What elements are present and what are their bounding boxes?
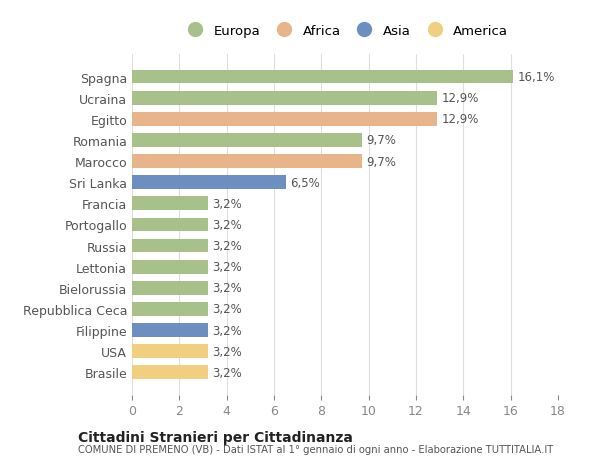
Text: 3,2%: 3,2% — [212, 303, 242, 316]
Text: 3,2%: 3,2% — [212, 366, 242, 379]
Bar — [132, 155, 362, 168]
Bar — [132, 345, 208, 358]
Bar — [132, 92, 437, 105]
Text: 3,2%: 3,2% — [212, 324, 242, 337]
Bar — [132, 239, 208, 253]
Text: 16,1%: 16,1% — [518, 71, 555, 84]
Text: 9,7%: 9,7% — [366, 134, 396, 147]
Bar — [132, 134, 362, 147]
Text: COMUNE DI PREMENO (VB) - Dati ISTAT al 1° gennaio di ogni anno - Elaborazione TU: COMUNE DI PREMENO (VB) - Dati ISTAT al 1… — [78, 444, 553, 454]
Text: 3,2%: 3,2% — [212, 261, 242, 274]
Text: 3,2%: 3,2% — [212, 345, 242, 358]
Bar — [132, 218, 208, 232]
Text: 9,7%: 9,7% — [366, 155, 396, 168]
Text: 3,2%: 3,2% — [212, 240, 242, 252]
Text: 6,5%: 6,5% — [290, 176, 320, 189]
Text: 3,2%: 3,2% — [212, 282, 242, 295]
Bar — [132, 260, 208, 274]
Bar — [132, 281, 208, 295]
Text: 3,2%: 3,2% — [212, 197, 242, 210]
Legend: Europa, Africa, Asia, America: Europa, Africa, Asia, America — [178, 21, 512, 42]
Bar — [132, 176, 286, 190]
Text: 3,2%: 3,2% — [212, 218, 242, 231]
Bar — [132, 112, 437, 126]
Text: 12,9%: 12,9% — [442, 113, 479, 126]
Bar — [132, 197, 208, 211]
Text: 12,9%: 12,9% — [442, 92, 479, 105]
Bar — [132, 366, 208, 379]
Bar — [132, 71, 513, 84]
Text: Cittadini Stranieri per Cittadinanza: Cittadini Stranieri per Cittadinanza — [78, 430, 353, 444]
Bar — [132, 324, 208, 337]
Bar — [132, 302, 208, 316]
